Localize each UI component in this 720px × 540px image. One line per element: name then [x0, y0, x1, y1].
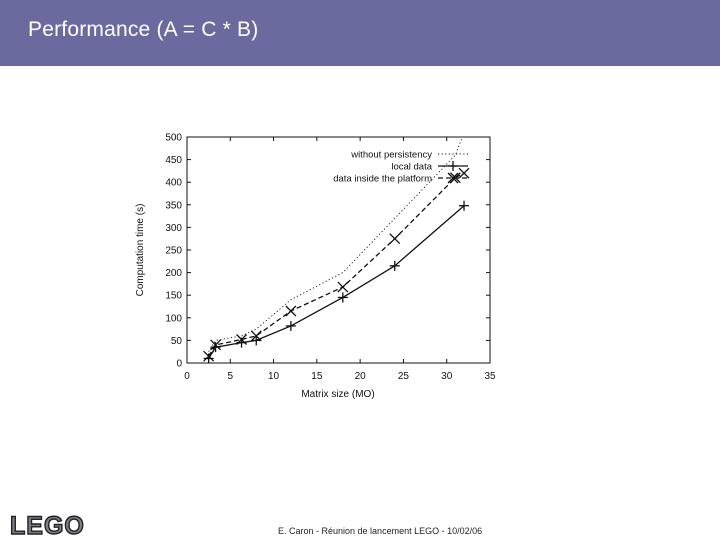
- y-tick-label: 450: [165, 155, 182, 166]
- x-tick-label: 15: [311, 371, 323, 382]
- x-tick-label: 10: [268, 371, 280, 382]
- slide-title: Performance (A = C * B): [28, 18, 259, 41]
- y-tick-label: 100: [165, 313, 182, 324]
- logo-text: LEGO: [10, 512, 85, 539]
- x-tick-label: 5: [228, 371, 234, 382]
- y-tick-label: 500: [165, 133, 182, 144]
- legend-label: without persistency: [350, 150, 432, 161]
- footer-text: E. Caron - Réunion de lancement LEGO - 1…: [278, 526, 483, 536]
- y-tick-label: 300: [165, 223, 182, 234]
- y-tick-label: 200: [165, 268, 182, 279]
- x-tick-label: 35: [484, 371, 496, 382]
- lego-logo: LEGO: [9, 511, 85, 539]
- series-0: [208, 137, 463, 352]
- title-bar: Performance (A = C * B): [0, 0, 720, 66]
- x-tick-label: 20: [355, 371, 367, 382]
- chart: 0 5 10 15 20 25 30 3505010015020025030035040045…: [135, 133, 496, 401]
- data-point: [210, 339, 222, 351]
- legend-label: local data: [391, 162, 432, 173]
- y-tick-label: 400: [165, 178, 182, 189]
- y-tick-label: 0: [176, 359, 182, 370]
- data-point: [250, 330, 262, 342]
- y-tick-label: 150: [165, 291, 182, 302]
- data-point: [458, 167, 470, 179]
- data-point: [337, 281, 349, 293]
- x-tick-label: 0: [184, 371, 190, 382]
- series-line: [208, 137, 463, 352]
- plot-frame: [186, 136, 491, 364]
- data-point: [236, 334, 247, 345]
- data-point: [203, 350, 215, 362]
- x-tick-label: 25: [398, 371, 410, 382]
- x-tick-label: 30: [441, 371, 453, 382]
- data-point: [285, 305, 297, 317]
- x-axis-label: Matrix size (MO): [301, 389, 374, 400]
- y-axis-label: Computation time (s): [135, 204, 146, 297]
- data-point: [389, 233, 401, 245]
- series-line: [208, 172, 465, 357]
- y-tick-label: 250: [165, 246, 182, 257]
- y-tick-label: 350: [165, 200, 182, 211]
- series-line: [208, 205, 465, 359]
- legend-label: data inside the platform: [333, 174, 432, 185]
- series-2: [203, 167, 470, 362]
- axes: 0 5 10 15 20 25 30 3505010015020025030035040045…: [165, 133, 496, 383]
- y-tick-label: 50: [171, 336, 183, 347]
- legend-marker: [447, 172, 459, 184]
